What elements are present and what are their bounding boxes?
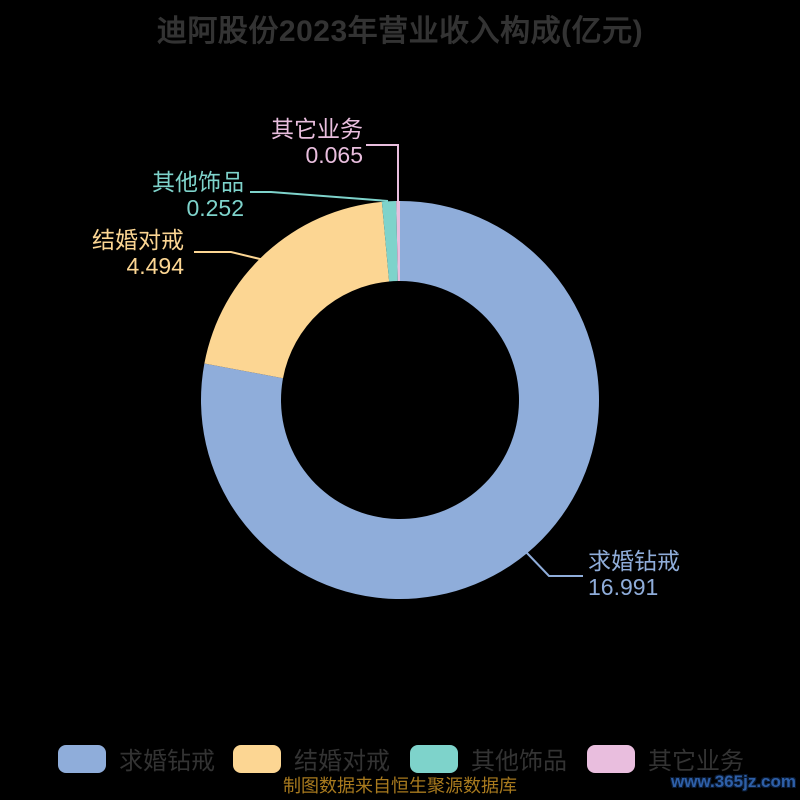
callout-other-business-name: 其它业务 [271, 116, 363, 142]
donut-slices [200, 200, 599, 599]
leader-line-wedding-band [194, 251, 265, 261]
leader-line-other-jewelry [250, 191, 389, 202]
pie-slice-other-jewelry[interactable] [381, 201, 398, 282]
leader-line-other-business [366, 144, 399, 203]
chart-title: 迪阿股份2023年营业收入构成(亿元) [156, 15, 644, 48]
callout-other-jewelry-value: 0.252 [186, 195, 244, 221]
legend-swatch-proposal-diamond-ring [58, 744, 106, 773]
legend-item-other-jewelry[interactable]: 其他饰品 [410, 741, 567, 776]
callout-other-jewelry: 其他饰品 0.252 [152, 169, 244, 221]
leader-line-proposal-diamond-ring [525, 551, 583, 577]
callout-other-business: 其它业务 0.065 [271, 116, 363, 168]
legend-swatch-other-business [587, 744, 635, 773]
callout-other-jewelry-name: 其他饰品 [152, 169, 244, 195]
legend-swatch-wedding-band [233, 744, 281, 773]
pie-slice-wedding-band[interactable] [204, 201, 390, 379]
legend-label-other-jewelry: 其他饰品 [471, 748, 567, 775]
leader-lines [194, 144, 583, 577]
credit-text: 制图数据来自恒生聚源数据库 [283, 776, 517, 796]
watermark-link[interactable]: www.365jz.com [670, 772, 796, 791]
legend-label-wedding-band: 结婚对戒 [294, 748, 390, 775]
legend-swatch-other-jewelry [410, 744, 458, 773]
pie-slice-other-business[interactable] [396, 200, 400, 282]
callout-proposal-diamond-ring-name: 求婚钻戒 [588, 548, 680, 574]
legend-item-proposal-diamond-ring[interactable]: 求婚钻戒 [58, 741, 215, 776]
pie-slice-proposal-diamond-ring[interactable] [200, 201, 599, 599]
callout-other-business-value: 0.065 [305, 142, 363, 168]
callout-wedding-band: 结婚对戒 4.494 [92, 227, 184, 279]
callout-proposal-diamond-ring-value: 16.991 [588, 574, 659, 600]
callout-proposal-diamond-ring: 求婚钻戒 16.991 [588, 548, 680, 600]
legend-label-proposal-diamond-ring: 求婚钻戒 [119, 748, 215, 775]
callout-wedding-band-value: 4.494 [126, 253, 184, 279]
legend-item-other-business[interactable]: 其它业务 [587, 741, 744, 776]
callout-wedding-band-name: 结婚对戒 [92, 227, 184, 253]
legend-item-wedding-band[interactable]: 结婚对戒 [233, 741, 390, 776]
legend-label-other-business: 其它业务 [648, 748, 744, 775]
